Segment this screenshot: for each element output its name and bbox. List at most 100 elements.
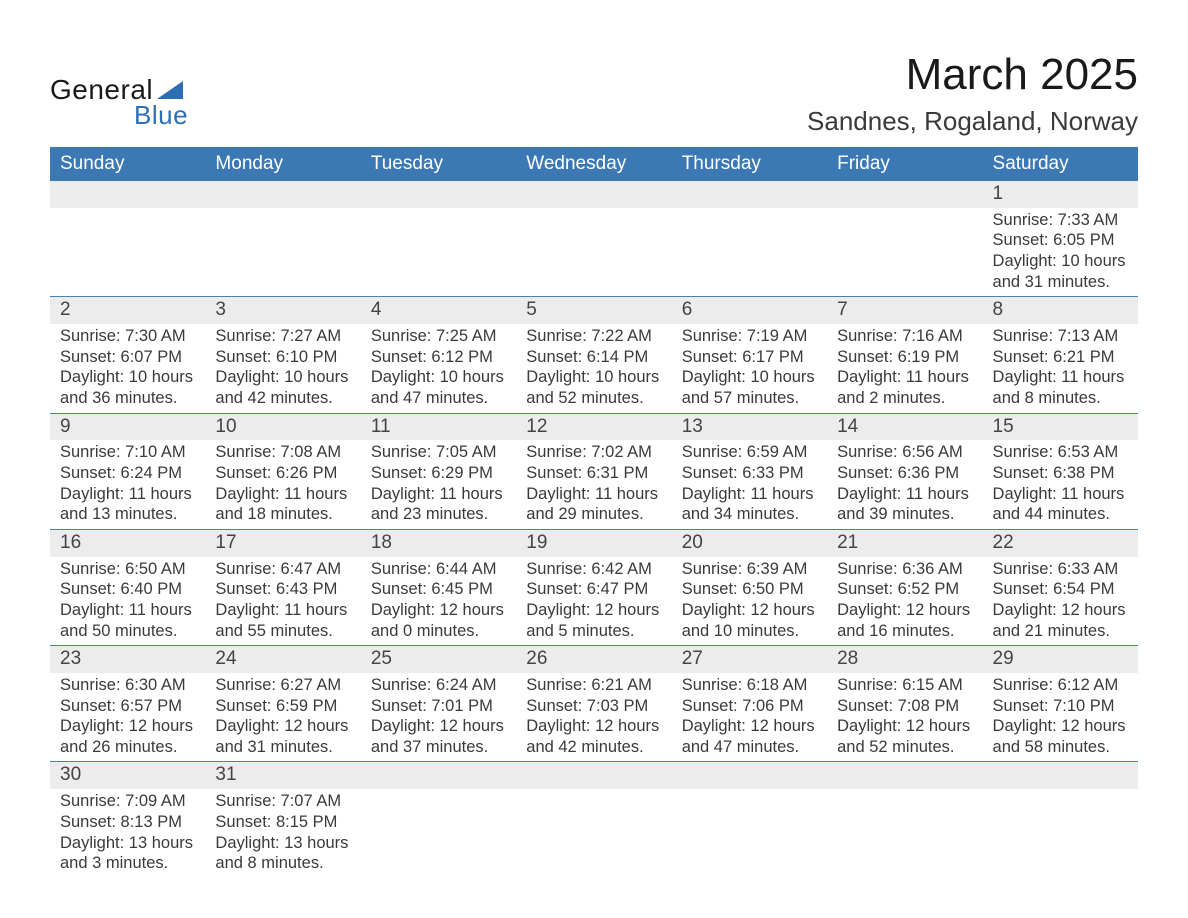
daylight-line: Daylight: 10 hours and 42 minutes. <box>215 367 350 408</box>
sunrise-line: Sunrise: 6:30 AM <box>60 675 195 696</box>
day-number: 18 <box>361 530 516 557</box>
day-number-cell: 10 <box>205 413 360 440</box>
sunset-line: Sunset: 6:12 PM <box>371 347 506 368</box>
sunset-line: Sunset: 6:17 PM <box>682 347 817 368</box>
day-details: Sunrise: 7:07 AMSunset: 8:15 PMDaylight:… <box>205 789 360 878</box>
day-number: 20 <box>672 530 827 557</box>
sunset-line: Sunset: 6:21 PM <box>993 347 1128 368</box>
sunset-line: Sunset: 6:19 PM <box>837 347 972 368</box>
day-details: Sunrise: 6:59 AMSunset: 6:33 PMDaylight:… <box>672 440 827 529</box>
sunrise-line: Sunrise: 6:53 AM <box>993 442 1128 463</box>
week-data-row: Sunrise: 6:30 AMSunset: 6:57 PMDaylight:… <box>50 673 1138 762</box>
sunset-line: Sunset: 6:52 PM <box>837 579 972 600</box>
day-number: 27 <box>672 646 827 673</box>
day-number-cell <box>361 181 516 208</box>
sunset-line: Sunset: 6:33 PM <box>682 463 817 484</box>
day-number: 21 <box>827 530 982 557</box>
day-details: Sunrise: 6:36 AMSunset: 6:52 PMDaylight:… <box>827 557 982 646</box>
day-number: 14 <box>827 414 982 441</box>
sunset-line: Sunset: 8:15 PM <box>215 812 350 833</box>
daylight-line: Daylight: 11 hours and 44 minutes. <box>993 484 1128 525</box>
daylight-line: Daylight: 12 hours and 47 minutes. <box>682 716 817 757</box>
day-details: Sunrise: 6:15 AMSunset: 7:08 PMDaylight:… <box>827 673 982 762</box>
sunset-line: Sunset: 6:05 PM <box>993 230 1128 251</box>
day-number: 26 <box>516 646 671 673</box>
day-number-cell: 9 <box>50 413 205 440</box>
day-data-cell: Sunrise: 6:21 AMSunset: 7:03 PMDaylight:… <box>516 673 671 762</box>
day-data-cell: Sunrise: 7:25 AMSunset: 6:12 PMDaylight:… <box>361 324 516 413</box>
week-daynum-row: 23242526272829 <box>50 646 1138 673</box>
sunrise-line: Sunrise: 7:07 AM <box>215 791 350 812</box>
day-data-cell: Sunrise: 7:33 AMSunset: 6:05 PMDaylight:… <box>983 208 1138 297</box>
day-number-cell <box>672 762 827 789</box>
day-data-cell <box>50 208 205 297</box>
day-data-cell: Sunrise: 6:56 AMSunset: 6:36 PMDaylight:… <box>827 440 982 529</box>
week-data-row: Sunrise: 7:09 AMSunset: 8:13 PMDaylight:… <box>50 789 1138 878</box>
sunset-line: Sunset: 6:07 PM <box>60 347 195 368</box>
day-number-cell: 7 <box>827 297 982 324</box>
day-number-cell: 3 <box>205 297 360 324</box>
logo-triangle-icon <box>157 81 183 99</box>
daylight-line: Daylight: 12 hours and 0 minutes. <box>371 600 506 641</box>
day-details: Sunrise: 6:47 AMSunset: 6:43 PMDaylight:… <box>205 557 360 646</box>
daylight-line: Daylight: 11 hours and 34 minutes. <box>682 484 817 525</box>
sunset-line: Sunset: 7:08 PM <box>837 696 972 717</box>
sunset-line: Sunset: 7:01 PM <box>371 696 506 717</box>
day-number-cell <box>516 181 671 208</box>
sunrise-line: Sunrise: 7:08 AM <box>215 442 350 463</box>
day-number-cell: 14 <box>827 413 982 440</box>
day-details: Sunrise: 6:39 AMSunset: 6:50 PMDaylight:… <box>672 557 827 646</box>
day-number-cell: 17 <box>205 529 360 556</box>
daylight-line: Daylight: 11 hours and 55 minutes. <box>215 600 350 641</box>
day-number-cell: 31 <box>205 762 360 789</box>
day-header: Wednesday <box>516 147 671 181</box>
day-data-cell <box>516 208 671 297</box>
day-details: Sunrise: 7:08 AMSunset: 6:26 PMDaylight:… <box>205 440 360 529</box>
sunset-line: Sunset: 6:47 PM <box>526 579 661 600</box>
day-number-cell: 22 <box>983 529 1138 556</box>
day-number: 16 <box>50 530 205 557</box>
daylight-line: Daylight: 11 hours and 18 minutes. <box>215 484 350 525</box>
daylight-line: Daylight: 11 hours and 23 minutes. <box>371 484 506 525</box>
day-data-cell: Sunrise: 7:19 AMSunset: 6:17 PMDaylight:… <box>672 324 827 413</box>
sunset-line: Sunset: 6:43 PM <box>215 579 350 600</box>
day-details: Sunrise: 7:22 AMSunset: 6:14 PMDaylight:… <box>516 324 671 413</box>
sunrise-line: Sunrise: 6:33 AM <box>993 559 1128 580</box>
day-data-cell: Sunrise: 6:30 AMSunset: 6:57 PMDaylight:… <box>50 673 205 762</box>
day-number-cell <box>516 762 671 789</box>
day-details: Sunrise: 7:33 AMSunset: 6:05 PMDaylight:… <box>983 208 1138 297</box>
day-data-cell: Sunrise: 7:07 AMSunset: 8:15 PMDaylight:… <box>205 789 360 878</box>
day-details: Sunrise: 7:09 AMSunset: 8:13 PMDaylight:… <box>50 789 205 878</box>
sunrise-line: Sunrise: 6:21 AM <box>526 675 661 696</box>
day-details: Sunrise: 7:30 AMSunset: 6:07 PMDaylight:… <box>50 324 205 413</box>
day-data-cell: Sunrise: 6:42 AMSunset: 6:47 PMDaylight:… <box>516 557 671 646</box>
calendar-table: Sunday Monday Tuesday Wednesday Thursday… <box>50 147 1138 878</box>
week-data-row: Sunrise: 7:33 AMSunset: 6:05 PMDaylight:… <box>50 208 1138 297</box>
day-details: Sunrise: 6:56 AMSunset: 6:36 PMDaylight:… <box>827 440 982 529</box>
day-details: Sunrise: 6:50 AMSunset: 6:40 PMDaylight:… <box>50 557 205 646</box>
daylight-line: Daylight: 12 hours and 26 minutes. <box>60 716 195 757</box>
day-details: Sunrise: 6:30 AMSunset: 6:57 PMDaylight:… <box>50 673 205 762</box>
daylight-line: Daylight: 13 hours and 8 minutes. <box>215 833 350 874</box>
day-data-cell <box>361 208 516 297</box>
day-number-cell: 12 <box>516 413 671 440</box>
sunrise-line: Sunrise: 7:10 AM <box>60 442 195 463</box>
daylight-line: Daylight: 13 hours and 3 minutes. <box>60 833 195 874</box>
daylight-line: Daylight: 12 hours and 58 minutes. <box>993 716 1128 757</box>
day-number-cell <box>983 762 1138 789</box>
day-data-cell: Sunrise: 7:05 AMSunset: 6:29 PMDaylight:… <box>361 440 516 529</box>
day-data-cell <box>361 789 516 878</box>
day-data-cell: Sunrise: 6:59 AMSunset: 6:33 PMDaylight:… <box>672 440 827 529</box>
sunset-line: Sunset: 7:06 PM <box>682 696 817 717</box>
day-data-cell: Sunrise: 7:16 AMSunset: 6:19 PMDaylight:… <box>827 324 982 413</box>
day-data-cell: Sunrise: 7:27 AMSunset: 6:10 PMDaylight:… <box>205 324 360 413</box>
day-number-cell: 25 <box>361 646 516 673</box>
day-details: Sunrise: 6:27 AMSunset: 6:59 PMDaylight:… <box>205 673 360 762</box>
day-number-cell <box>672 181 827 208</box>
day-number: 29 <box>983 646 1138 673</box>
day-number: 9 <box>50 414 205 441</box>
sunrise-line: Sunrise: 7:19 AM <box>682 326 817 347</box>
day-number: 1 <box>983 181 1138 208</box>
week-daynum-row: 16171819202122 <box>50 529 1138 556</box>
sunset-line: Sunset: 6:57 PM <box>60 696 195 717</box>
